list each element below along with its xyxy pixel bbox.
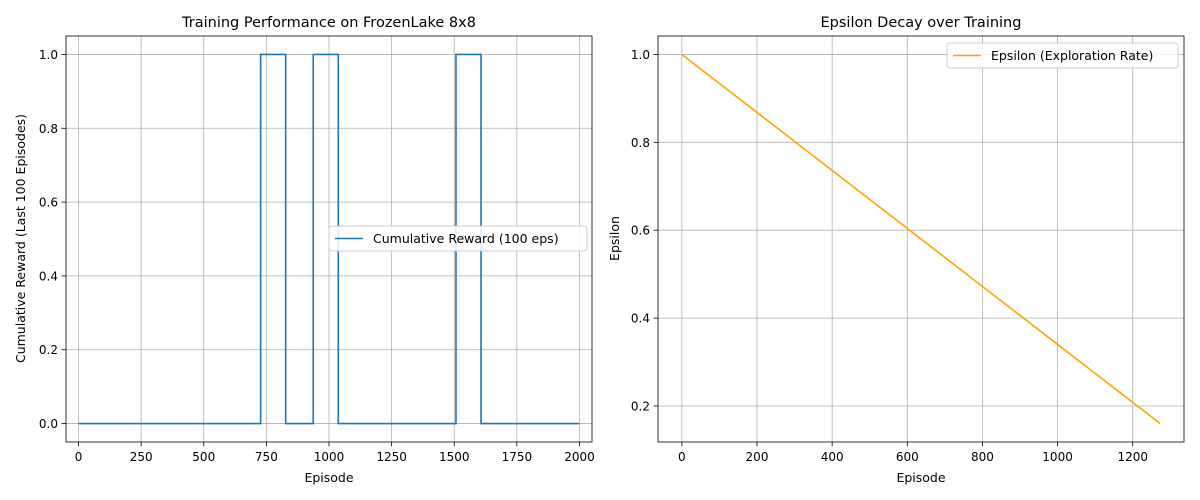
x-tick-label: 0 (678, 450, 686, 464)
x-axis-label: Episode (304, 470, 353, 485)
legend: Cumulative Reward (100 eps) (328, 225, 588, 252)
x-tick-label: 1000 (1042, 450, 1073, 464)
y-tick-label: 0.8 (631, 136, 650, 150)
y-tick-label: 0.4 (39, 269, 58, 283)
x-axis-label: Episode (896, 470, 945, 485)
ticks: 0 250 500 750 1000 1250 1500 1750 2000 0.0 0.2 0.4 0… (39, 48, 595, 464)
plot-frame (65, 35, 593, 443)
y-axis-label: Epsilon (607, 216, 622, 261)
y-tick-label: 1.0 (631, 48, 650, 62)
x-tick-label: 1200 (1117, 450, 1148, 464)
legend: Epsilon (Exploration Rate) (946, 42, 1179, 69)
x-tick-label: 0 (75, 450, 83, 464)
series-line (681, 53, 1161, 425)
x-tick-label: 250 (130, 450, 153, 464)
y-axis-label: Cumulative Reward (Last 100 Episodes) (13, 114, 28, 363)
y-tick-label: 0.8 (39, 122, 58, 136)
x-tick-label: 750 (255, 450, 278, 464)
x-tick-label: 1500 (439, 450, 470, 464)
series-line (78, 53, 580, 425)
chart-title: Training Performance on FrozenLake 8x8 (181, 15, 476, 31)
x-tick-label: 800 (971, 450, 994, 464)
y-tick-label: 0.6 (39, 196, 58, 210)
legend-box (328, 225, 588, 252)
x-tick-label: 500 (192, 450, 215, 464)
y-tick-label: 0.2 (631, 399, 650, 413)
epsilon-chart: Epsilon Decay over Training Episode Epsi… (607, 15, 1185, 485)
x-tick-label: 2000 (564, 450, 595, 464)
y-tick-label: 0.2 (39, 343, 58, 357)
x-tick-label: 400 (821, 450, 844, 464)
x-tick-label: 1750 (502, 450, 533, 464)
legend-label: Epsilon (Exploration Rate) (991, 48, 1153, 63)
x-tick-label: 1250 (376, 450, 407, 464)
reward-chart: Training Performance on FrozenLake 8x8 E… (13, 15, 595, 485)
y-tick-label: 1.0 (39, 48, 58, 62)
plot-frame (657, 35, 1185, 443)
x-tick-label: 1000 (314, 450, 345, 464)
ticks: 0 200 400 600 800 1000 1200 0.2 0.4 0.6 0.8 1.0 (631, 48, 1148, 464)
x-tick-label: 600 (896, 450, 919, 464)
legend-box (946, 42, 1179, 69)
y-tick-label: 0.6 (631, 224, 650, 238)
chart-title: Epsilon Decay over Training (821, 15, 1022, 31)
x-tick-label: 200 (746, 450, 769, 464)
y-tick-label: 0.4 (631, 312, 650, 326)
legend-label: Cumulative Reward (100 eps) (373, 231, 559, 246)
y-tick-label: 0.0 (39, 417, 58, 431)
